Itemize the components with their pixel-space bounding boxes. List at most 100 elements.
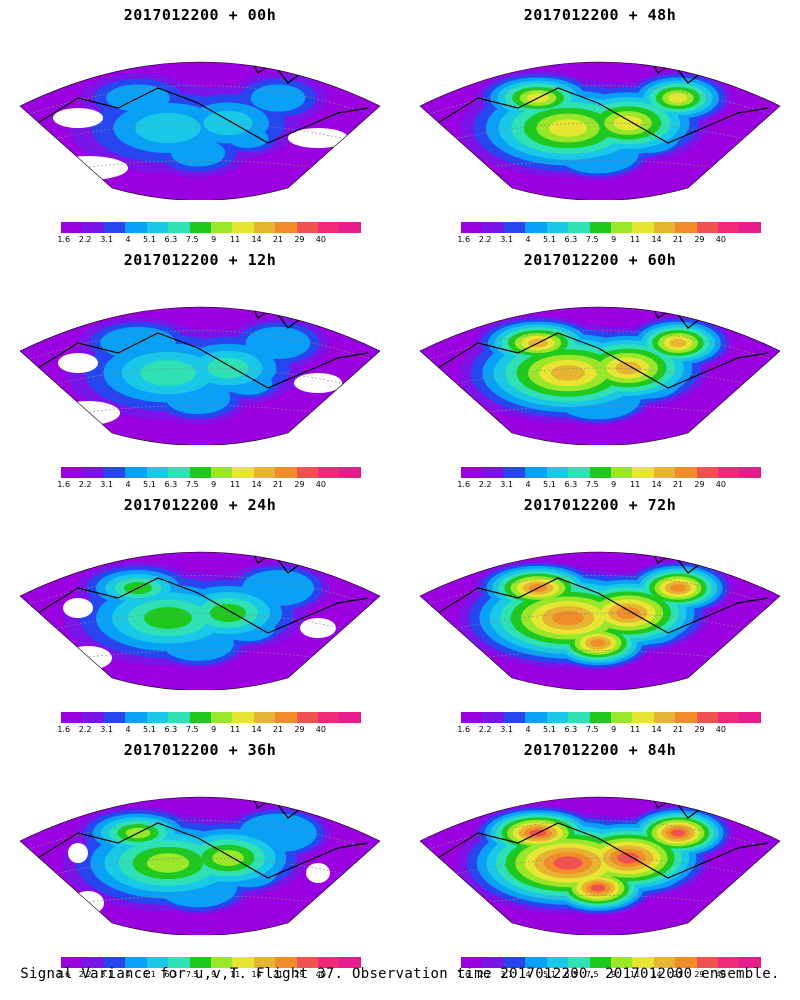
variance-contour	[210, 604, 246, 622]
colorbar-segment	[275, 712, 297, 723]
map-panel-00h: 2017012200 + 00h 1.6 2.2 3.1 4 5.1 6.3 7.5 9 11 1…	[0, 0, 400, 245]
colorbar-tick-label: 4	[125, 480, 131, 489]
colorbar-tick-label: 11	[630, 480, 641, 489]
map-outline	[419, 306, 781, 445]
graticule-line	[20, 575, 380, 609]
colorbar-tick-label: 40	[315, 480, 326, 489]
colorbar-segment	[275, 467, 297, 478]
colorbar-tick-label: 5.1	[543, 235, 556, 244]
colorbar-tick-label: 14	[251, 970, 262, 979]
colorbar-segment	[318, 222, 340, 233]
colorbar-tick-label: 21	[672, 480, 684, 489]
graticule-line	[20, 330, 380, 364]
colorbar-segment	[482, 467, 504, 478]
no-data-area	[288, 128, 348, 148]
graticule-line	[20, 85, 380, 119]
panel-title: 2017012200 + 48h	[523, 6, 677, 24]
colorbar-segment	[525, 467, 547, 478]
colorbar-segment	[503, 467, 526, 478]
colorbar-segment	[525, 222, 547, 233]
colorbar-segment	[739, 467, 761, 478]
variance-contour	[207, 357, 249, 379]
colorbar-segment	[568, 712, 590, 723]
colorbar-segment	[189, 957, 211, 968]
colorbar-tick-label: 1.6	[57, 725, 71, 734]
map-outline	[19, 61, 381, 200]
colorbar-segment	[461, 467, 483, 478]
colorbar-segment	[653, 712, 676, 723]
colorbar-tick-label: 29	[294, 480, 305, 489]
colorbar-segment	[696, 467, 719, 478]
colorbar-tick-label: 1.6	[57, 235, 71, 244]
colorbar-segment	[82, 712, 104, 723]
colorbar-segment	[718, 712, 740, 723]
graticule-line	[420, 330, 780, 364]
colorbar-segment	[232, 467, 254, 478]
variance-contour	[212, 850, 244, 866]
colorbar-segment	[568, 957, 590, 968]
colorbar-segment	[189, 712, 211, 723]
no-data-area	[58, 353, 98, 373]
colorbar-tick-label: 6.3	[164, 725, 178, 734]
colorbar	[461, 957, 761, 968]
no-data-area	[48, 156, 128, 180]
figure-caption: Signal Variance for u,v,T. Flight 37. Ob…	[20, 966, 780, 982]
variance-contour	[550, 365, 586, 381]
colorbar-tick-label: 11	[230, 235, 241, 244]
variance-contour	[590, 884, 606, 892]
colorbar-tick-label: 9	[611, 480, 617, 489]
colorbar-segment	[675, 467, 697, 478]
colorbar-tick-label: 40	[315, 725, 326, 734]
colorbar-tick-label: 5.1	[143, 480, 156, 489]
colorbar-tick-label: 7.5	[185, 725, 199, 734]
variance-contour	[670, 584, 686, 592]
colorbar-segment	[546, 712, 569, 723]
colorbar-tick-label: 2.2	[478, 970, 492, 979]
colorbar-tick-label: 29	[694, 480, 705, 489]
colorbar-tick-label: 21	[672, 970, 684, 979]
colorbar-segment	[232, 957, 254, 968]
colorbar-tick-label: 3.1	[100, 725, 113, 734]
map-panel-72h: 2017012200 + 72h 1.6 2.2 3.1 4 5.1 6.3 7.5 9 11 1…	[400, 490, 800, 735]
graticule-line	[20, 820, 380, 854]
colorbar-tick-label: 9	[611, 725, 617, 734]
colorbar-segment	[589, 957, 611, 968]
colorbar-segment	[525, 712, 547, 723]
coastline	[37, 332, 369, 389]
graticule-line	[420, 122, 780, 149]
colorbar-segment	[675, 957, 697, 968]
graticule-line	[420, 367, 780, 394]
variance-contour	[203, 110, 253, 136]
colorbar-segment	[125, 222, 147, 233]
colorbar	[461, 712, 761, 723]
colorbar-tick-label: 5.1	[143, 725, 156, 734]
colorbar-tick-label: 1.6	[457, 725, 471, 734]
colorbar-tick-label: 14	[251, 480, 262, 489]
colorbar-segment	[546, 222, 569, 233]
colorbar-tick-label: 29	[294, 725, 305, 734]
colorbar-segment	[318, 467, 340, 478]
map-outline	[19, 551, 381, 690]
colorbar-tick-label: 14	[251, 725, 262, 734]
colorbar-segment	[503, 957, 526, 968]
colorbar-labels: 1.6 2.2 3.1 4 5.1 6.3 7.5 9 11 14 21 29 40	[452, 725, 772, 735]
map-panel-48h: 2017012200 + 48h 1.6 2.2 3.1 4 5.1 6.3 7.5 9 11 1…	[400, 0, 800, 245]
colorbar-segment	[232, 222, 254, 233]
colorbar-tick-label: 9	[211, 235, 217, 244]
variance-contour	[245, 326, 311, 360]
colorbar-labels: 1.6 2.2 3.1 4 5.1 6.3 7.5 9 11 14 21 29 40	[52, 235, 372, 245]
colorbar-tick-label: 21	[672, 725, 684, 734]
colorbar-tick-label: 29	[694, 235, 705, 244]
colorbar-segment	[318, 712, 340, 723]
colorbar-tick-label: 14	[651, 235, 662, 244]
variance-contour	[590, 639, 606, 647]
colorbar-tick-label: 21	[272, 970, 284, 979]
colorbar-tick-label: 3.1	[100, 480, 113, 489]
colorbar-segment	[210, 712, 233, 723]
variance-contour	[668, 93, 688, 103]
colorbar-segment	[525, 957, 547, 968]
colorbar-segment	[339, 712, 361, 723]
colorbar-tick-label: 4	[125, 970, 131, 979]
colorbar-segment	[168, 712, 190, 723]
colorbar-tick-label: 9	[211, 480, 217, 489]
